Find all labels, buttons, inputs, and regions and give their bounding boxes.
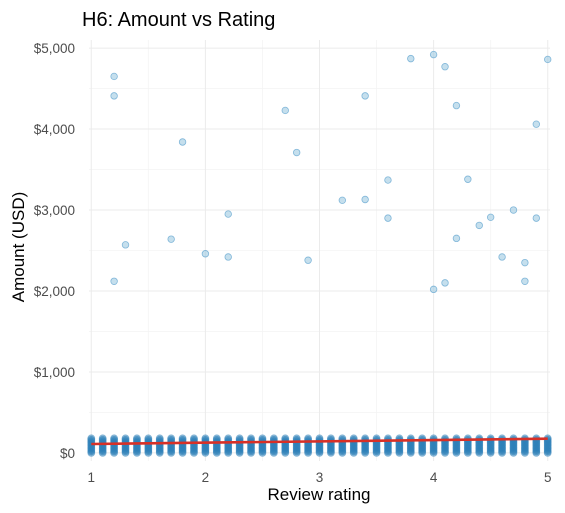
data-point	[224, 210, 232, 218]
data-point	[532, 120, 541, 128]
trend-line	[91, 437, 548, 446]
y-axis-title: Amount (USD)	[9, 192, 28, 303]
chart-title: H6: Amount vs Rating	[82, 9, 275, 31]
data-point	[429, 285, 438, 294]
trend-line-group	[91, 437, 548, 446]
x-tick-label: 2	[202, 470, 210, 485]
x-tick-label: 1	[88, 470, 96, 485]
data-point	[509, 206, 518, 214]
data-point	[521, 258, 529, 267]
y-tick-label: $4,000	[34, 122, 75, 137]
dense-point	[167, 434, 176, 443]
data-point	[361, 195, 369, 204]
grid	[89, 40, 550, 461]
data-point	[498, 253, 506, 261]
data-point	[486, 213, 495, 222]
dense-point	[121, 434, 130, 443]
x-axis-title: Review rating	[268, 485, 371, 504]
x-axis-ticks: 1 2 3 4 5	[88, 470, 552, 485]
data-point	[407, 54, 415, 63]
y-tick-label: $0	[60, 446, 75, 461]
dense-point	[98, 434, 107, 443]
data-point	[281, 106, 289, 115]
data-point	[475, 221, 483, 230]
data-point	[110, 277, 118, 285]
data-point	[121, 241, 130, 249]
dense-point	[144, 434, 153, 443]
x-tick-label: 4	[430, 470, 438, 485]
dense-point	[235, 434, 244, 443]
data-point	[304, 256, 312, 264]
x-tick-label: 3	[316, 470, 324, 485]
y-tick-label: $5,000	[34, 41, 75, 56]
dense-point	[201, 434, 210, 443]
data-point	[544, 55, 552, 64]
outlier-points	[110, 50, 552, 294]
data-point	[292, 148, 301, 157]
y-tick-label: $1,000	[34, 365, 75, 380]
data-point	[110, 72, 118, 81]
dense-point	[110, 434, 119, 443]
y-tick-label: $2,000	[34, 284, 75, 299]
data-point	[441, 63, 449, 71]
data-point	[167, 235, 175, 243]
y-tick-label: $3,000	[34, 203, 75, 218]
data-point	[532, 214, 541, 222]
data-point	[224, 253, 232, 261]
data-point	[110, 92, 118, 100]
dense-point	[212, 434, 221, 443]
data-point	[429, 50, 438, 59]
dense-point	[155, 434, 164, 443]
dense-points	[87, 434, 552, 457]
y-axis-ticks: $0 $1,000 $2,000 $3,000 $4,000 $5,000	[34, 41, 75, 461]
data-point	[452, 234, 461, 243]
dense-point	[178, 434, 187, 443]
data-point	[441, 279, 449, 287]
data-point	[384, 176, 392, 184]
data-point	[178, 138, 187, 146]
dense-point	[133, 434, 141, 443]
data-point	[464, 175, 472, 183]
dense-point	[190, 434, 198, 443]
dense-point	[87, 434, 96, 443]
data-point	[521, 277, 529, 285]
dense-point	[224, 434, 233, 443]
data-point	[384, 214, 392, 222]
data-point	[338, 196, 347, 205]
x-tick-label: 5	[544, 470, 552, 485]
data-point	[361, 92, 369, 100]
data-point	[201, 250, 210, 258]
data-point	[452, 101, 461, 110]
